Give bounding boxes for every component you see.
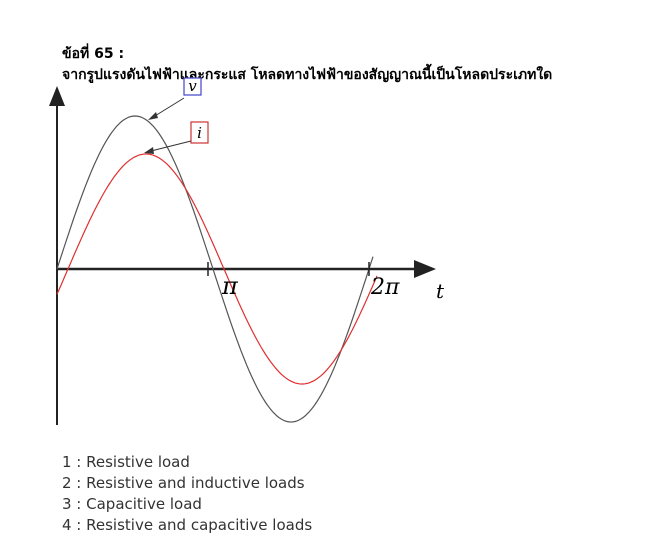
x-axis-arrow <box>414 260 436 278</box>
current-label-box <box>190 121 209 144</box>
choice-4[interactable]: 4 : Resistive and capacitive loads <box>62 516 313 534</box>
answer-choices: 1 : Resistive load 2 : Resistive and ind… <box>62 452 312 536</box>
current-label: i <box>197 124 202 142</box>
tick-pi-label: π <box>221 272 239 300</box>
y-axis-arrow <box>49 86 65 106</box>
waveform-figure: π 2π t v i <box>49 77 445 425</box>
current-curve <box>56 153 378 385</box>
voltage-label-box <box>183 77 202 96</box>
choice-2[interactable]: 2 : Resistive and inductive loads <box>62 474 305 492</box>
voltage-pointer-head <box>148 112 158 120</box>
voltage-curve <box>56 115 374 423</box>
choice-3[interactable]: 3 : Capacitive load <box>62 495 202 513</box>
current-pointer <box>146 140 192 153</box>
axis-label-t: t <box>436 279 445 303</box>
voltage-label: v <box>188 77 197 95</box>
choice-1[interactable]: 1 : Resistive load <box>62 453 190 471</box>
question-number: ข้อที่ 65 : <box>62 46 125 62</box>
current-pointer-head <box>144 147 154 154</box>
tick-2pi-label: 2π <box>370 275 400 300</box>
